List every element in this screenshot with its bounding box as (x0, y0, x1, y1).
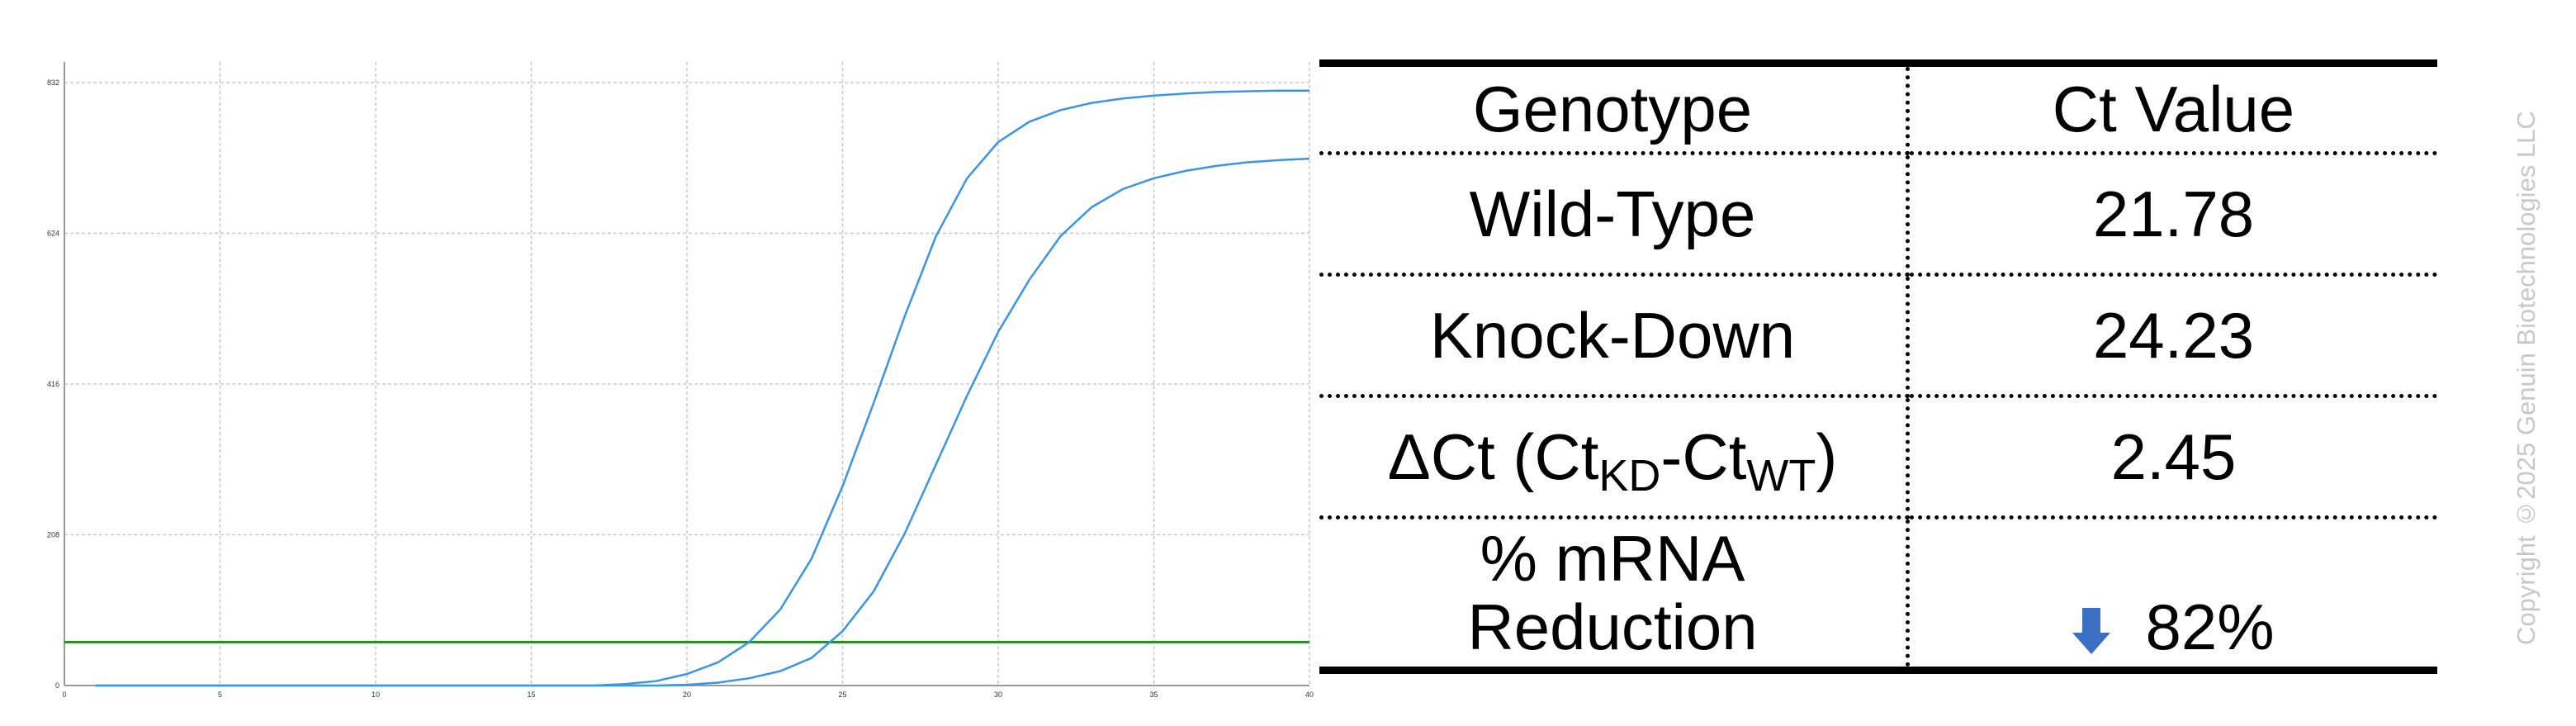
reduction-value-cell: 82% (1907, 517, 2437, 674)
x-tick-label: 0 (62, 690, 66, 699)
down-arrow-icon (2072, 608, 2111, 655)
reduction-row: % mRNA Reduction 82% (1319, 517, 2437, 674)
table-header-row: Genotype Ct Value (1319, 59, 2437, 155)
amplification-chart: 0 5 10 15 20 25 30 35 40 0 208 416 624 832 (47, 62, 1314, 699)
header-ct-value: Ct Value (1907, 59, 2437, 155)
ct-results-table: Genotype Ct Value Wild-Type 21.78 Knock-… (1319, 59, 2437, 674)
genotype-cell: Wild-Type (1319, 153, 1910, 277)
x-tick-label: 40 (1305, 690, 1314, 699)
y-tick-label: 416 (47, 380, 59, 388)
amplification-curve-2 (95, 157, 1310, 687)
y-tick-label: 624 (47, 230, 59, 238)
x-tick-label: 20 (683, 690, 691, 699)
delta-ct-suffix: ) (1816, 420, 1838, 493)
header-genotype: Genotype (1319, 59, 1910, 155)
delta-ct-prefix: ΔCt (Ct (1387, 420, 1599, 493)
amplification-curve-1 (95, 89, 1309, 687)
genotype-cell: Knock-Down (1319, 274, 1910, 398)
delta-ct-mid: -Ct (1660, 420, 1747, 493)
reduction-value: 82% (2145, 591, 2275, 664)
x-tick-label: 30 (994, 690, 1002, 699)
copyright-notice: Copyright ©2025 Genuin Biotechnologies L… (2512, 111, 2540, 646)
ct-value-cell: 24.23 (1907, 274, 2437, 398)
x-tick-label: 5 (218, 690, 222, 699)
wt-subscript: WT (1746, 450, 1816, 501)
delta-ct-value: 2.45 (1907, 396, 2437, 520)
y-tick-label: 208 (47, 531, 59, 539)
y-tick-label: 0 (55, 681, 59, 690)
table-row: Wild-Type 21.78 (1319, 153, 2437, 277)
reduction-label: % mRNA Reduction (1319, 517, 1910, 674)
amplification-plot: 0 5 10 15 20 25 30 35 40 0 208 416 624 832 (47, 62, 1314, 699)
kd-subscript: KD (1598, 450, 1661, 501)
x-tick-label: 10 (372, 690, 380, 699)
x-tick-label: 35 (1149, 690, 1158, 699)
x-tick-label: 15 (527, 690, 535, 699)
delta-ct-label: ΔCt (CtKD-CtWT) (1319, 396, 1910, 520)
reduction-label-line1: % mRNA (1480, 522, 1745, 596)
x-tick-label: 25 (838, 690, 846, 699)
table-row: Knock-Down 24.23 (1319, 274, 2437, 398)
y-tick-label: 832 (47, 78, 59, 87)
reduction-label-line2: Reduction (1467, 591, 1758, 663)
ct-value-cell: 21.78 (1907, 153, 2437, 277)
delta-ct-row: ΔCt (CtKD-CtWT) 2.45 (1319, 396, 2437, 520)
